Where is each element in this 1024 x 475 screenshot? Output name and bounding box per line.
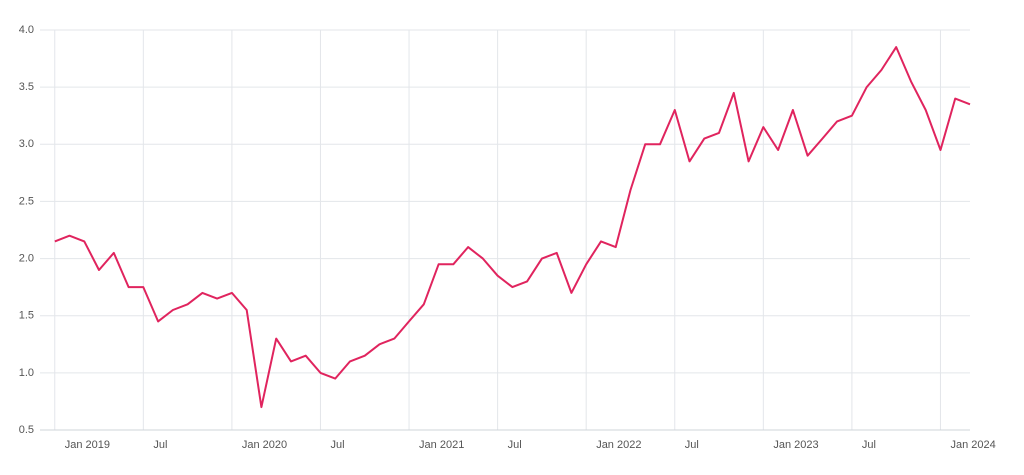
- y-tick-label: 1.5: [19, 310, 34, 322]
- x-tick-label: Jul: [153, 439, 167, 451]
- y-tick-label: 2.5: [19, 195, 34, 207]
- x-tick-label: Jan 2023: [773, 439, 818, 451]
- y-tick-label: 3.5: [19, 81, 34, 93]
- y-tick-label: 4.0: [19, 24, 34, 36]
- x-tick-label: Jan 2019: [65, 439, 110, 451]
- x-tick-label: Jul: [330, 439, 344, 451]
- x-tick-label: Jan 2022: [596, 439, 641, 451]
- x-tick-label: Jan 2024: [950, 439, 995, 451]
- x-tick-label: Jul: [685, 439, 699, 451]
- y-tick-label: 0.5: [19, 424, 34, 436]
- y-tick-label: 1.0: [19, 367, 34, 379]
- x-tick-label: Jan 2021: [419, 439, 464, 451]
- x-tick-label: Jul: [508, 439, 522, 451]
- x-tick-label: Jul: [862, 439, 876, 451]
- y-tick-label: 3.0: [19, 138, 34, 150]
- data-line: [54, 46, 971, 409]
- x-tick-label: Jan 2020: [242, 439, 287, 451]
- y-tick-label: 2.0: [19, 252, 34, 264]
